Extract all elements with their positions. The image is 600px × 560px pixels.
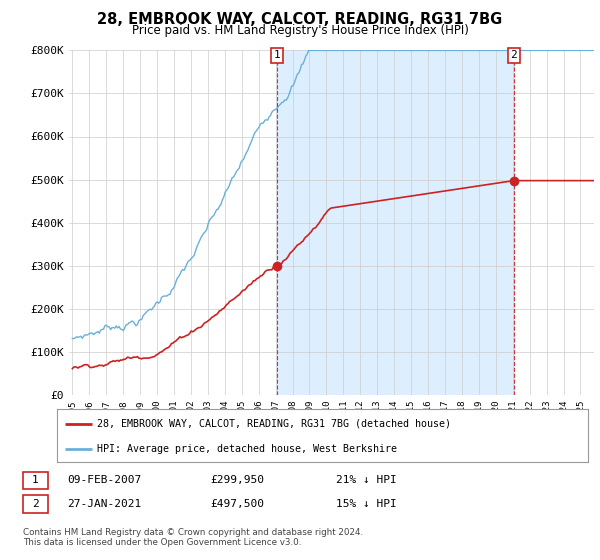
Text: 28, EMBROOK WAY, CALCOT, READING, RG31 7BG (detached house): 28, EMBROOK WAY, CALCOT, READING, RG31 7…: [97, 419, 451, 429]
Text: Price paid vs. HM Land Registry's House Price Index (HPI): Price paid vs. HM Land Registry's House …: [131, 24, 469, 37]
Text: 2: 2: [511, 50, 517, 60]
Bar: [277, 50, 514, 395]
Text: 2: 2: [32, 499, 39, 509]
Text: 28, EMBROOK WAY, CALCOT, READING, RG31 7BG: 28, EMBROOK WAY, CALCOT, READING, RG31 7…: [97, 12, 503, 27]
Text: 1: 1: [32, 475, 39, 486]
Text: £299,950: £299,950: [210, 475, 264, 486]
Text: Contains HM Land Registry data © Crown copyright and database right 2024.
This d: Contains HM Land Registry data © Crown c…: [23, 528, 363, 547]
Text: £497,500: £497,500: [210, 499, 264, 509]
Text: 1: 1: [274, 50, 281, 60]
Text: HPI: Average price, detached house, West Berkshire: HPI: Average price, detached house, West…: [97, 444, 397, 454]
Text: 21% ↓ HPI: 21% ↓ HPI: [336, 475, 397, 486]
Text: 09-FEB-2007: 09-FEB-2007: [67, 475, 142, 486]
Text: 27-JAN-2021: 27-JAN-2021: [67, 499, 142, 509]
Text: 15% ↓ HPI: 15% ↓ HPI: [336, 499, 397, 509]
